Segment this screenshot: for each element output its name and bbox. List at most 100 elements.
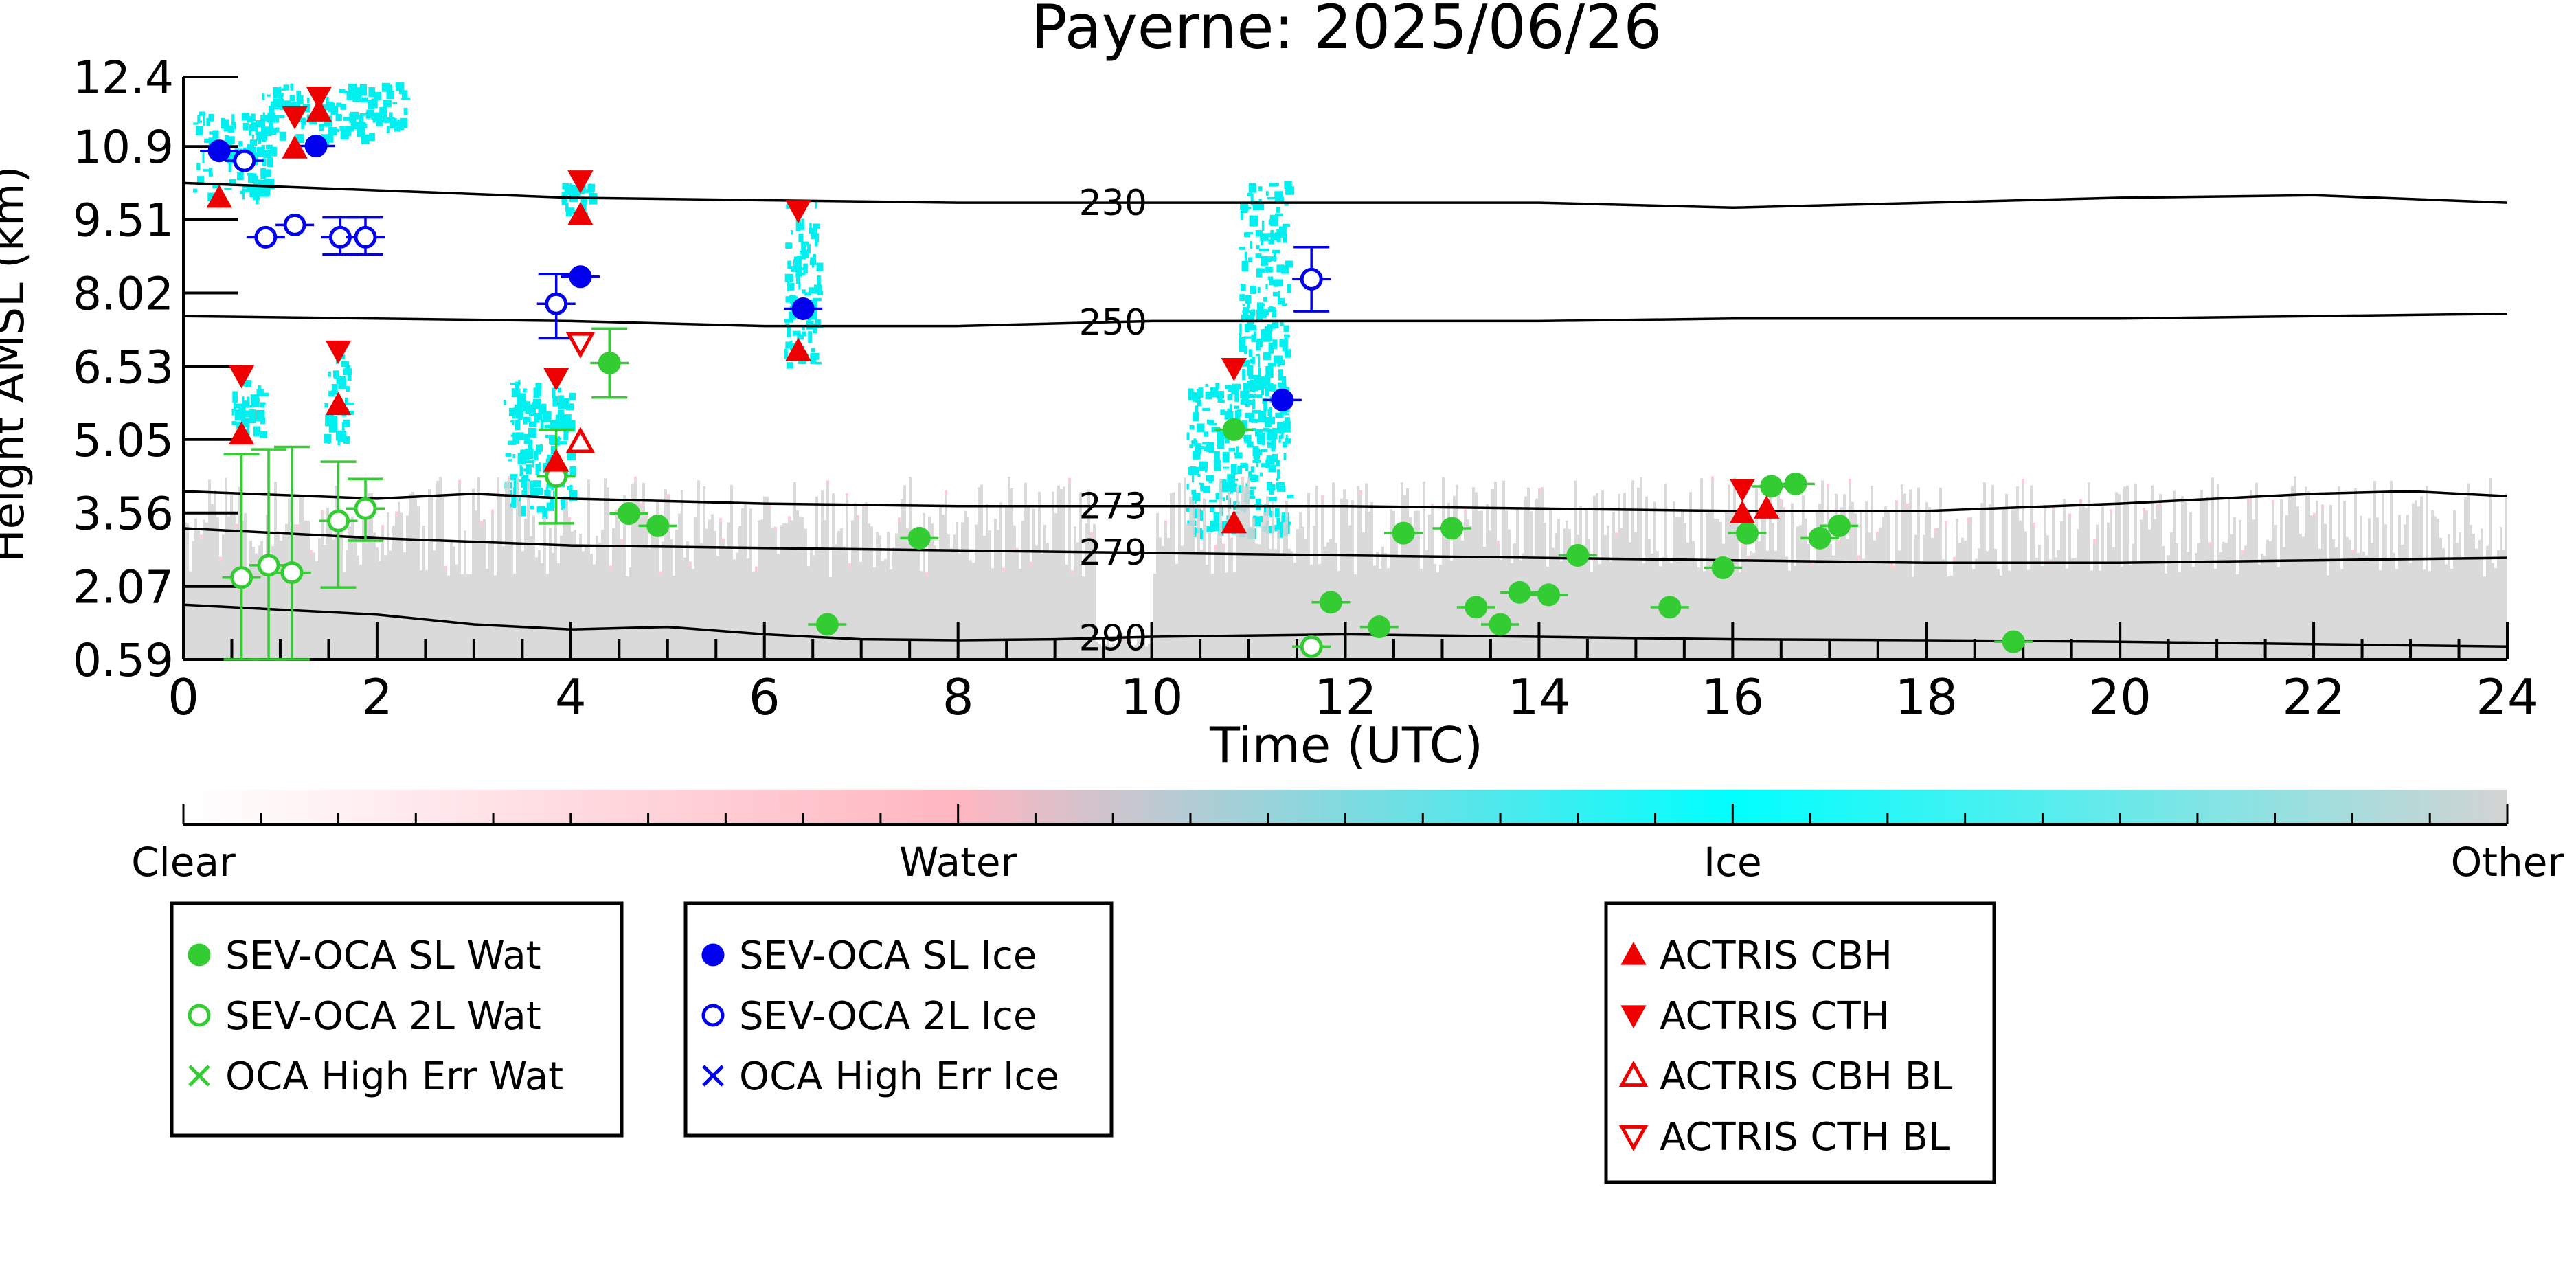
x-tick-label: 2 bbox=[361, 668, 393, 726]
x-tick-label: 22 bbox=[2282, 668, 2345, 726]
data-point bbox=[785, 337, 811, 361]
data-point bbox=[569, 265, 592, 289]
isotherm-label: 279 bbox=[1079, 532, 1147, 574]
data-point bbox=[283, 213, 306, 236]
legend-label: SEV-OCA 2L Wat bbox=[225, 994, 541, 1039]
legend-label: ACTRIS CBH bbox=[1660, 934, 1893, 978]
data-point bbox=[543, 449, 569, 472]
legend-marker bbox=[702, 1065, 724, 1087]
x-tick-label: 18 bbox=[1895, 668, 1958, 726]
data-point bbox=[282, 106, 308, 130]
data-point bbox=[354, 225, 377, 249]
legend-label: SEV-OCA 2L Ice bbox=[739, 994, 1037, 1039]
data-point bbox=[907, 526, 931, 550]
legend-label: ACTRIS CTH BL bbox=[1660, 1115, 1950, 1160]
data-point bbox=[228, 421, 255, 445]
data-point bbox=[1760, 475, 1783, 498]
legend-marker bbox=[1620, 1005, 1647, 1029]
data-point bbox=[1784, 472, 1807, 495]
isotherm-250 bbox=[183, 312, 2507, 328]
legend-item: SEV-OCA 2L Ice bbox=[701, 994, 1037, 1039]
legend-item: ACTRIS CBH bbox=[1620, 934, 1893, 978]
data-point bbox=[306, 87, 332, 110]
legend-label: SEV-OCA SL Wat bbox=[225, 934, 541, 978]
data-point bbox=[1735, 521, 1759, 545]
legend-box-3: ACTRIS CBH ACTRIS CTH ACTRIS CBH BL ACTRIS … bbox=[1604, 901, 1996, 1184]
data-point bbox=[598, 351, 621, 374]
y-tick-label: 2.07 bbox=[73, 561, 174, 614]
data-point bbox=[304, 135, 328, 158]
cloud-region-ice bbox=[1239, 181, 1295, 399]
data-point bbox=[791, 297, 815, 320]
data-point bbox=[617, 501, 640, 525]
legend-marker bbox=[1618, 1125, 1649, 1152]
legend-marker bbox=[1618, 1060, 1649, 1087]
legend-item: ACTRIS CTH BL bbox=[1618, 1115, 1950, 1160]
series-sev-oca-sl-wat bbox=[590, 327, 2033, 653]
data-point bbox=[1300, 267, 1323, 291]
data-point bbox=[207, 139, 231, 163]
legend-marker bbox=[701, 1004, 725, 1027]
legend-marker bbox=[701, 943, 725, 967]
data-point bbox=[282, 135, 308, 159]
data-point bbox=[1300, 635, 1323, 658]
data-point bbox=[1508, 580, 1531, 604]
legend-frame bbox=[1604, 901, 1996, 1184]
data-point bbox=[565, 427, 596, 453]
data-point bbox=[1808, 526, 1831, 550]
colorbar-label: Other bbox=[2451, 839, 2564, 885]
cloud-region-other bbox=[183, 475, 2507, 659]
legend-marker bbox=[1620, 941, 1647, 965]
x-axis-label: Time (UTC) bbox=[1209, 716, 1483, 774]
series-actris-cth-bl bbox=[565, 332, 596, 359]
data-point bbox=[815, 613, 839, 636]
data-point bbox=[1368, 615, 1391, 639]
data-point bbox=[646, 514, 670, 537]
data-point bbox=[1221, 510, 1247, 534]
data-point bbox=[1658, 596, 1682, 619]
data-point bbox=[257, 554, 280, 577]
legend-item: SEV-OCA SL Wat bbox=[188, 934, 541, 978]
colorbar-label: Clear bbox=[131, 839, 236, 885]
data-point bbox=[567, 170, 594, 194]
data-point bbox=[1537, 583, 1561, 607]
x-tick-label: 14 bbox=[1508, 668, 1571, 726]
y-tick-label: 12.4 bbox=[73, 52, 174, 104]
data-point bbox=[1221, 358, 1247, 381]
x-tick-label: 24 bbox=[2476, 668, 2539, 726]
x-tick-label: 10 bbox=[1120, 668, 1184, 726]
legend-label: SEV-OCA SL Ice bbox=[739, 934, 1037, 978]
data-point bbox=[1827, 514, 1851, 537]
plot-clip-group bbox=[183, 82, 2507, 659]
data-point bbox=[545, 292, 568, 315]
colorbar: Clear Water Ice Other bbox=[131, 790, 2564, 885]
legend-item: OCA High Err Ice bbox=[702, 1054, 1059, 1099]
legend-item: ACTRIS CBH BL bbox=[1618, 1054, 1952, 1099]
data-point bbox=[565, 332, 596, 359]
data-point bbox=[2002, 630, 2025, 653]
cloud-region-ice bbox=[784, 201, 824, 369]
data-point bbox=[327, 509, 350, 532]
data-point bbox=[254, 225, 278, 249]
data-point bbox=[1319, 591, 1342, 614]
series-actris-cth bbox=[228, 87, 1756, 502]
legend-box-2: SEV-OCA SL Ice SEV-OCA 2L Ice OCA High Err… bbox=[683, 901, 1114, 1138]
legend-label: OCA High Err Ice bbox=[739, 1054, 1059, 1099]
isotherm-label: 290 bbox=[1079, 618, 1147, 659]
isotherm-273 bbox=[183, 490, 2507, 512]
legend-item: SEV-OCA SL Ice bbox=[701, 934, 1037, 978]
colorbar-label: Ice bbox=[1704, 839, 1762, 885]
legend-label: ACTRIS CBH BL bbox=[1660, 1054, 1952, 1099]
series-sev-oca-2l-ice bbox=[225, 149, 1331, 340]
data-point bbox=[1222, 418, 1245, 441]
series-actris-cbh-bl bbox=[565, 427, 596, 453]
isotherm-label: 230 bbox=[1079, 183, 1147, 224]
legend-item: ACTRIS CTH bbox=[1620, 994, 1890, 1039]
data-point bbox=[1729, 478, 1756, 502]
data-point bbox=[233, 149, 256, 172]
chart-title: Payerne: 2025/06/26 bbox=[1031, 0, 1662, 63]
data-point bbox=[1440, 517, 1464, 540]
x-tick-label: 8 bbox=[942, 668, 974, 726]
